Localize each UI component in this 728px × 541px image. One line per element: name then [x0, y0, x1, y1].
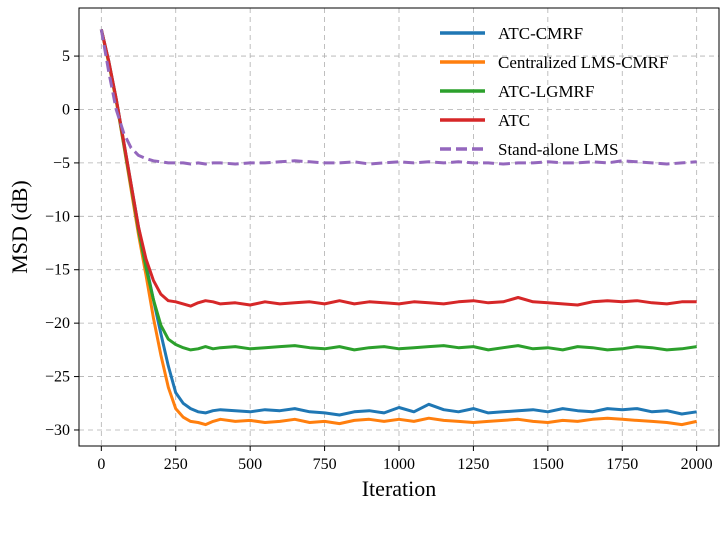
- x-tick-label: 1000: [383, 456, 415, 473]
- y-tick-label: −20: [45, 315, 70, 332]
- x-tick-label: 2000: [681, 456, 713, 473]
- y-tick-label: 0: [62, 101, 70, 118]
- x-tick-label: 1250: [457, 456, 489, 473]
- y-axis-title: MSD (dB): [7, 180, 32, 274]
- legend-label: ATC-CMRF: [498, 24, 583, 43]
- y-tick-label: −25: [45, 369, 70, 386]
- series-line-atc-cmrf: [99, 29, 697, 417]
- series-line-centralized-lms-cmrf: [99, 29, 698, 427]
- legend-label: ATC: [498, 111, 530, 130]
- y-tick-label: −30: [45, 422, 70, 439]
- x-tick-label: 250: [164, 456, 188, 473]
- y-tick-label: 5: [62, 48, 70, 65]
- legend-label: Centralized LMS-CMRF: [498, 53, 668, 72]
- x-tick-label: 750: [313, 456, 337, 473]
- x-tick-label: 0: [97, 456, 105, 473]
- series-line-atc-lgmrf: [99, 29, 697, 352]
- x-tick-label: 500: [238, 456, 262, 473]
- legend-label: ATC-LGMRF: [498, 82, 594, 101]
- series-line-atc: [99, 29, 697, 308]
- y-tick-label: −10: [45, 208, 70, 225]
- legend-label: Stand-alone LMS: [498, 140, 618, 159]
- legend: ATC-CMRF Centralized LMS-CMRF ATC-LGMRF ATC…: [440, 24, 668, 159]
- x-tick-label: 1750: [606, 456, 638, 473]
- series-lines: [99, 29, 698, 427]
- y-tick-label: −5: [53, 155, 70, 172]
- axis-ticks: 0 250 500 750 1000 1250 1500 1750 2000 5 0 −5 −10 −15…: [45, 48, 713, 473]
- grid: [79, 8, 719, 446]
- x-tick-label: 1500: [532, 456, 564, 473]
- y-tick-label: −15: [45, 262, 70, 279]
- x-axis-title: Iteration: [362, 476, 437, 501]
